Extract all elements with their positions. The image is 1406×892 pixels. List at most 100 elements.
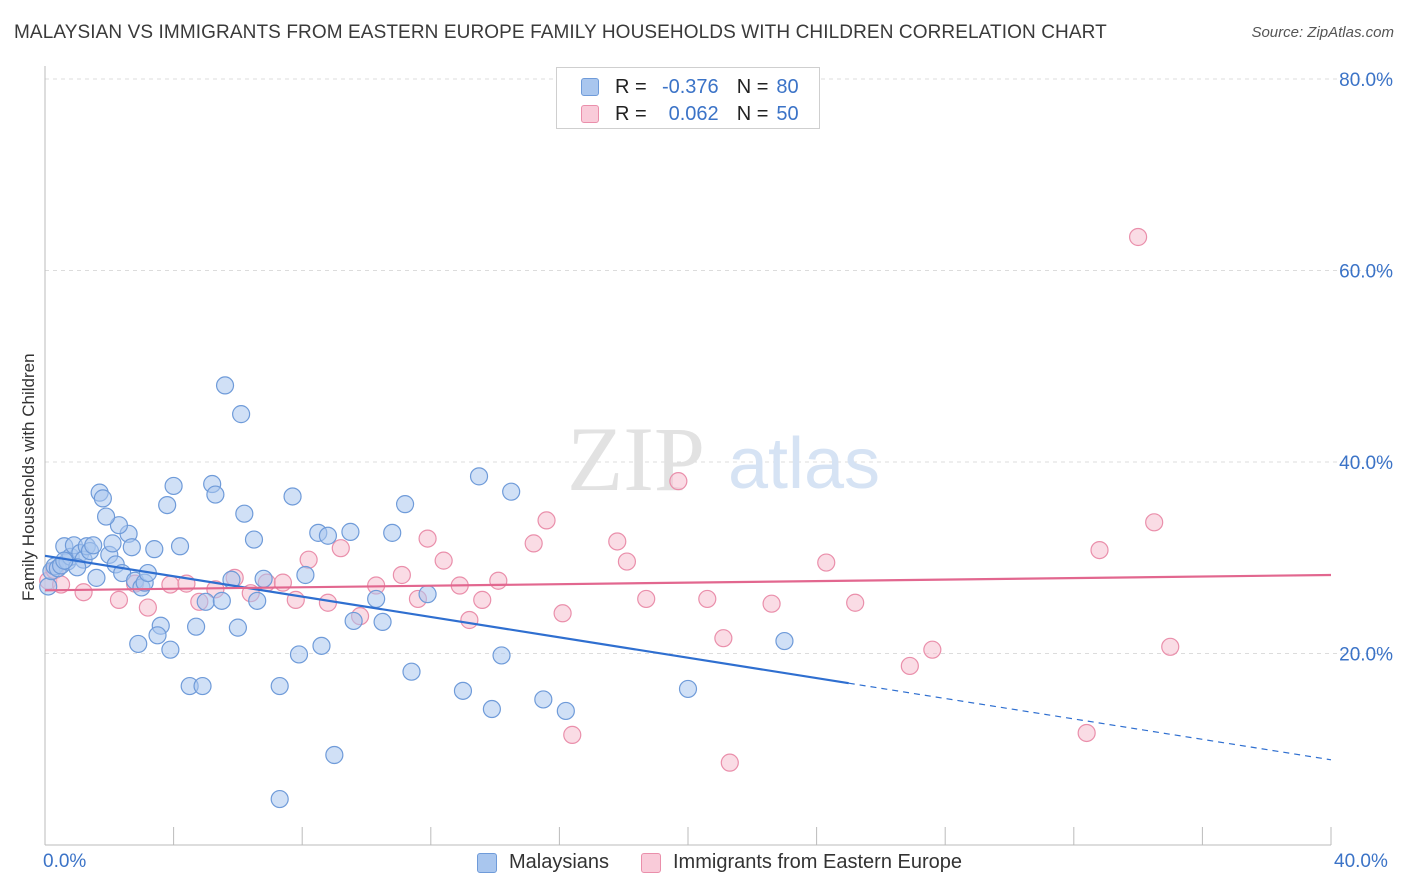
malaysians-point — [534, 690, 553, 709]
n-value: 80 — [776, 75, 799, 98]
n-value: 50 — [776, 102, 799, 125]
immigrants-point — [720, 753, 739, 772]
malaysians-point — [39, 577, 58, 596]
malaysians-point — [193, 676, 212, 696]
malaysians-point — [344, 611, 363, 631]
x-tick-min: 0.0% — [43, 851, 87, 872]
immigrants-point — [553, 604, 572, 623]
immigrants-point — [161, 575, 180, 594]
watermark-atlas: atlas — [728, 424, 880, 504]
malaysians-point — [318, 526, 338, 545]
immigrants-point — [1161, 637, 1180, 656]
malaysians-point — [775, 631, 794, 651]
immigrants-point — [817, 553, 836, 572]
legend-item-immigrants[interactable]: Immigrants from Eastern Europe — [641, 851, 962, 874]
immigrants-point — [299, 550, 318, 569]
r-value: 0.062 — [668, 102, 719, 125]
immigrants-point — [473, 590, 492, 609]
gridlines — [45, 78, 1392, 654]
immigrants-point — [537, 511, 556, 530]
malaysians-point — [129, 634, 148, 654]
malaysians-point — [122, 538, 141, 557]
malaysians-point — [158, 495, 177, 515]
legend-label-malaysians: Malaysians — [509, 851, 610, 873]
malaysians-trend-extension — [848, 682, 1332, 761]
immigrants-point — [762, 594, 781, 613]
malaysians-trend-line — [44, 554, 849, 685]
watermark: ZIP atlas — [567, 408, 880, 510]
n-label: N = — [736, 75, 769, 98]
x-tick-max: 40.0% — [1334, 851, 1388, 872]
blue-swatch — [477, 852, 497, 873]
n-label: N = — [736, 102, 769, 125]
malaysians-point — [96, 507, 116, 526]
immigrants-point — [524, 534, 543, 553]
series-malaysians-points — [39, 376, 794, 809]
malaysians-point — [212, 591, 231, 610]
immigrants-point — [392, 565, 411, 585]
immigrants-point — [608, 532, 627, 551]
blue-swatch — [581, 78, 599, 96]
malaysians-point — [418, 585, 437, 604]
immigrants-point — [109, 590, 129, 609]
malaysians-point — [678, 679, 698, 699]
malaysians-point — [164, 476, 183, 496]
r-value: -0.376 — [661, 75, 719, 98]
malaysians-point — [373, 612, 392, 632]
immigrants-point — [714, 629, 733, 648]
immigrants-point — [900, 656, 919, 676]
malaysians-point — [383, 523, 402, 542]
malaysians-point — [84, 536, 103, 555]
legend-row-malaysians: R = -0.376 N = 80 — [581, 76, 799, 98]
immigrants-point — [923, 640, 942, 659]
malaysians-point — [469, 467, 489, 486]
legend-item-malaysians[interactable]: Malaysians — [477, 851, 609, 874]
legend-label-immigrants: Immigrants from Eastern Europe — [673, 851, 962, 873]
malaysians-point — [215, 376, 235, 395]
malaysians-point — [283, 487, 302, 506]
malaysians-point — [341, 522, 360, 541]
series-legend: Malaysians Immigrants from Eastern Europ… — [0, 851, 1406, 877]
legend-row-immigrants: R = 0.062 N = 50 — [581, 103, 799, 125]
immigrants-point — [563, 725, 582, 744]
malaysians-point — [103, 534, 122, 553]
immigrants-point — [460, 610, 479, 630]
y-tick-label: 60.0% — [1339, 262, 1393, 283]
malaysians-point — [296, 565, 315, 585]
immigrants-point — [1145, 513, 1164, 532]
immigrants-point — [846, 593, 865, 612]
immigrants-point — [434, 551, 453, 570]
watermark-zip: ZIP — [567, 408, 705, 510]
malaysians-point — [367, 589, 386, 609]
immigrants-point — [698, 589, 717, 609]
malaysians-point — [402, 662, 421, 681]
malaysians-point — [289, 645, 309, 664]
malaysians-point — [453, 681, 473, 700]
immigrants-point — [331, 539, 350, 558]
correlation-legend: R = -0.376 N = 80 R = 0.062 N = 50 — [556, 67, 820, 129]
malaysians-point — [145, 540, 164, 559]
malaysians-point — [270, 789, 289, 809]
malaysians-point — [312, 636, 331, 655]
malaysians-point — [492, 646, 511, 665]
immigrants-point — [138, 598, 157, 617]
malaysians-point — [325, 745, 344, 765]
y-tick-label: 20.0% — [1339, 645, 1393, 666]
malaysians-point — [87, 568, 106, 587]
trend-lines — [44, 554, 1332, 761]
malaysians-point — [248, 591, 267, 610]
immigrants-trend-line — [44, 573, 1332, 592]
pink-swatch — [641, 852, 661, 873]
malaysians-point — [187, 617, 206, 636]
malaysians-point — [170, 537, 190, 556]
y-tick-labels: 20.0% 40.0% 60.0% 80.0% — [1339, 70, 1393, 666]
immigrants-point — [318, 593, 338, 612]
malaysians-point — [161, 640, 180, 659]
y-axis-label: Family Households with Children — [19, 353, 38, 601]
malaysians-point — [148, 626, 167, 645]
malaysians-point — [235, 504, 254, 523]
immigrants-point — [637, 589, 656, 609]
y-tick-label: 40.0% — [1339, 453, 1393, 474]
malaysians-point — [228, 618, 247, 637]
